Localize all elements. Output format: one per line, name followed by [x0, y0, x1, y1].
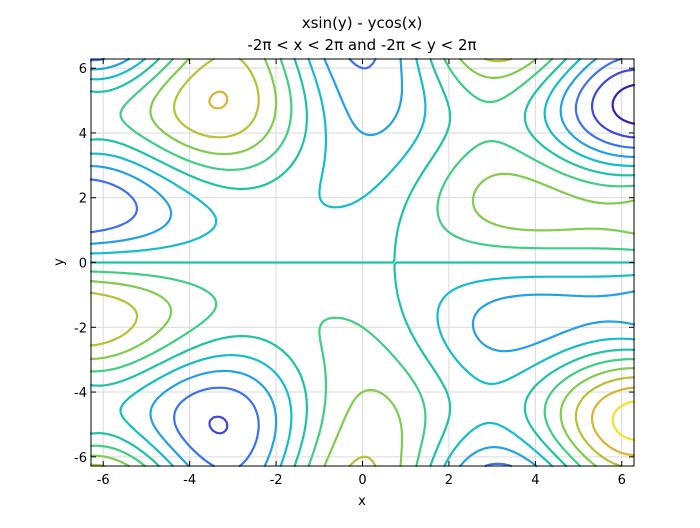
y-tick-label: -2 — [74, 321, 87, 336]
x-tick-label: -6 — [97, 473, 110, 488]
y-tick-label: 4 — [79, 127, 87, 142]
x-tick-label: 6 — [618, 473, 626, 488]
contour-level-line — [611, 400, 636, 442]
y-tick-label: 6 — [79, 62, 87, 77]
contour-level-line — [89, 57, 636, 468]
x-tick-label: -2 — [270, 473, 283, 488]
x-axis-label: x — [358, 494, 366, 509]
y-tick-label: -6 — [74, 451, 87, 466]
contour-level-line — [611, 83, 636, 125]
chart-title: xsin(y) - ycos(x) — [302, 14, 423, 32]
contour-level-line — [89, 57, 636, 468]
x-tick-label: 2 — [445, 473, 453, 488]
axis-ticks: -6 -4 -2 0 2 4 6 -6 -4 -2 0 2 4 6 — [74, 59, 634, 488]
y-tick-label: 0 — [79, 257, 87, 272]
x-tick-label: 0 — [358, 473, 366, 488]
x-tick-label: -4 — [183, 473, 196, 488]
contour-level-line — [89, 57, 636, 468]
contour-lines — [89, 57, 636, 468]
contour-level-line — [89, 57, 636, 468]
y-tick-label: 2 — [79, 192, 87, 207]
contour-level-line — [89, 57, 636, 468]
x-tick-label: 4 — [531, 473, 539, 488]
y-tick-label: -4 — [74, 386, 87, 401]
contour-level-line — [89, 57, 636, 468]
y-axis-label: y — [52, 258, 67, 266]
contour-level-line — [89, 57, 636, 468]
contour-level-line — [208, 68, 636, 435]
contour-level-line — [208, 90, 636, 457]
chart-subtitle: -2π < x < 2π and -2π < y < 2π — [247, 36, 476, 54]
